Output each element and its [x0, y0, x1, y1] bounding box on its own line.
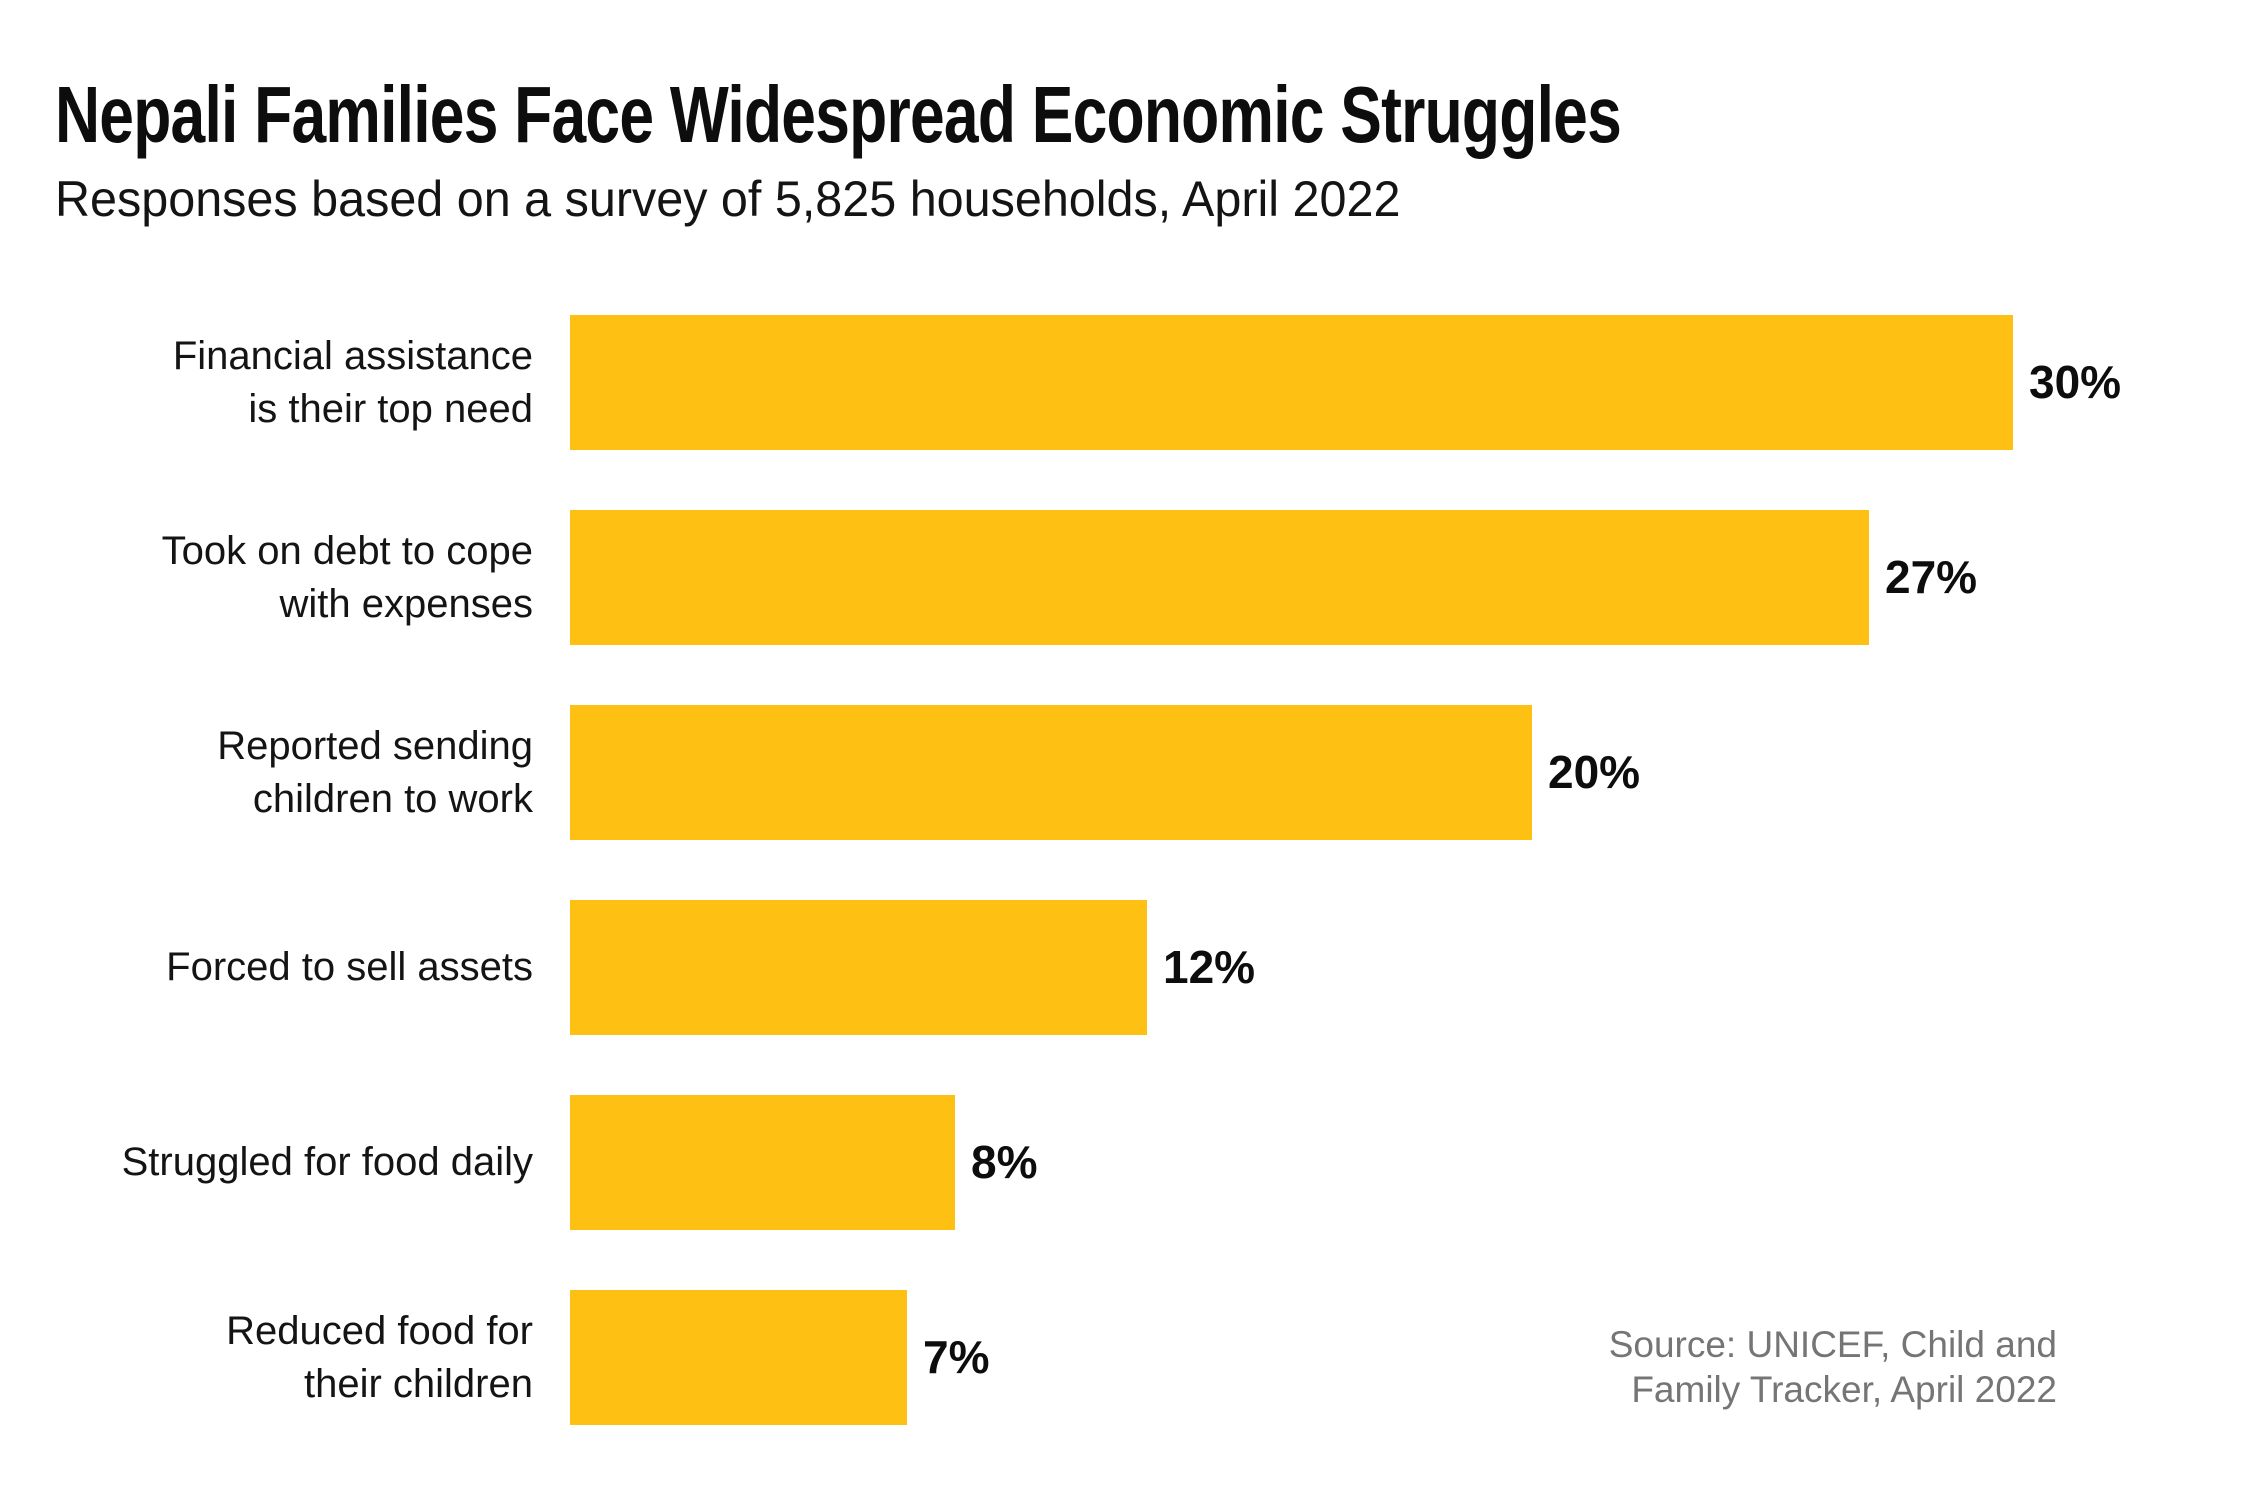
value-label: 20% — [1548, 746, 1641, 798]
category-label: Struggled for food daily — [121, 1140, 533, 1184]
value-label: 12% — [1163, 941, 1256, 993]
bar — [570, 510, 1869, 645]
bar — [570, 900, 1147, 1035]
value-label: 27% — [1885, 551, 1978, 603]
source-attribution: Source: UNICEF, Child and Family Tracker… — [1608, 1324, 2057, 1410]
bar — [570, 705, 1532, 840]
category-label: Reduced food for their children — [226, 1308, 533, 1406]
category-label: Financial assistance is their top need — [172, 333, 533, 431]
value-label: 8% — [971, 1136, 1038, 1188]
bar — [570, 315, 2013, 450]
category-label: Reported sending children to work — [217, 723, 533, 821]
bar — [570, 1095, 955, 1230]
chart-subtitle: Responses based on a survey of 5,825 hou… — [55, 171, 1401, 227]
bar — [570, 1290, 907, 1425]
value-label: 7% — [923, 1331, 990, 1383]
category-label: Took on debt to cope with expenses — [161, 528, 533, 626]
chart-title: Nepali Families Face Widespread Economic… — [55, 70, 1622, 159]
category-label: Forced to sell assets — [166, 945, 533, 989]
value-label: 30% — [2029, 356, 2122, 408]
